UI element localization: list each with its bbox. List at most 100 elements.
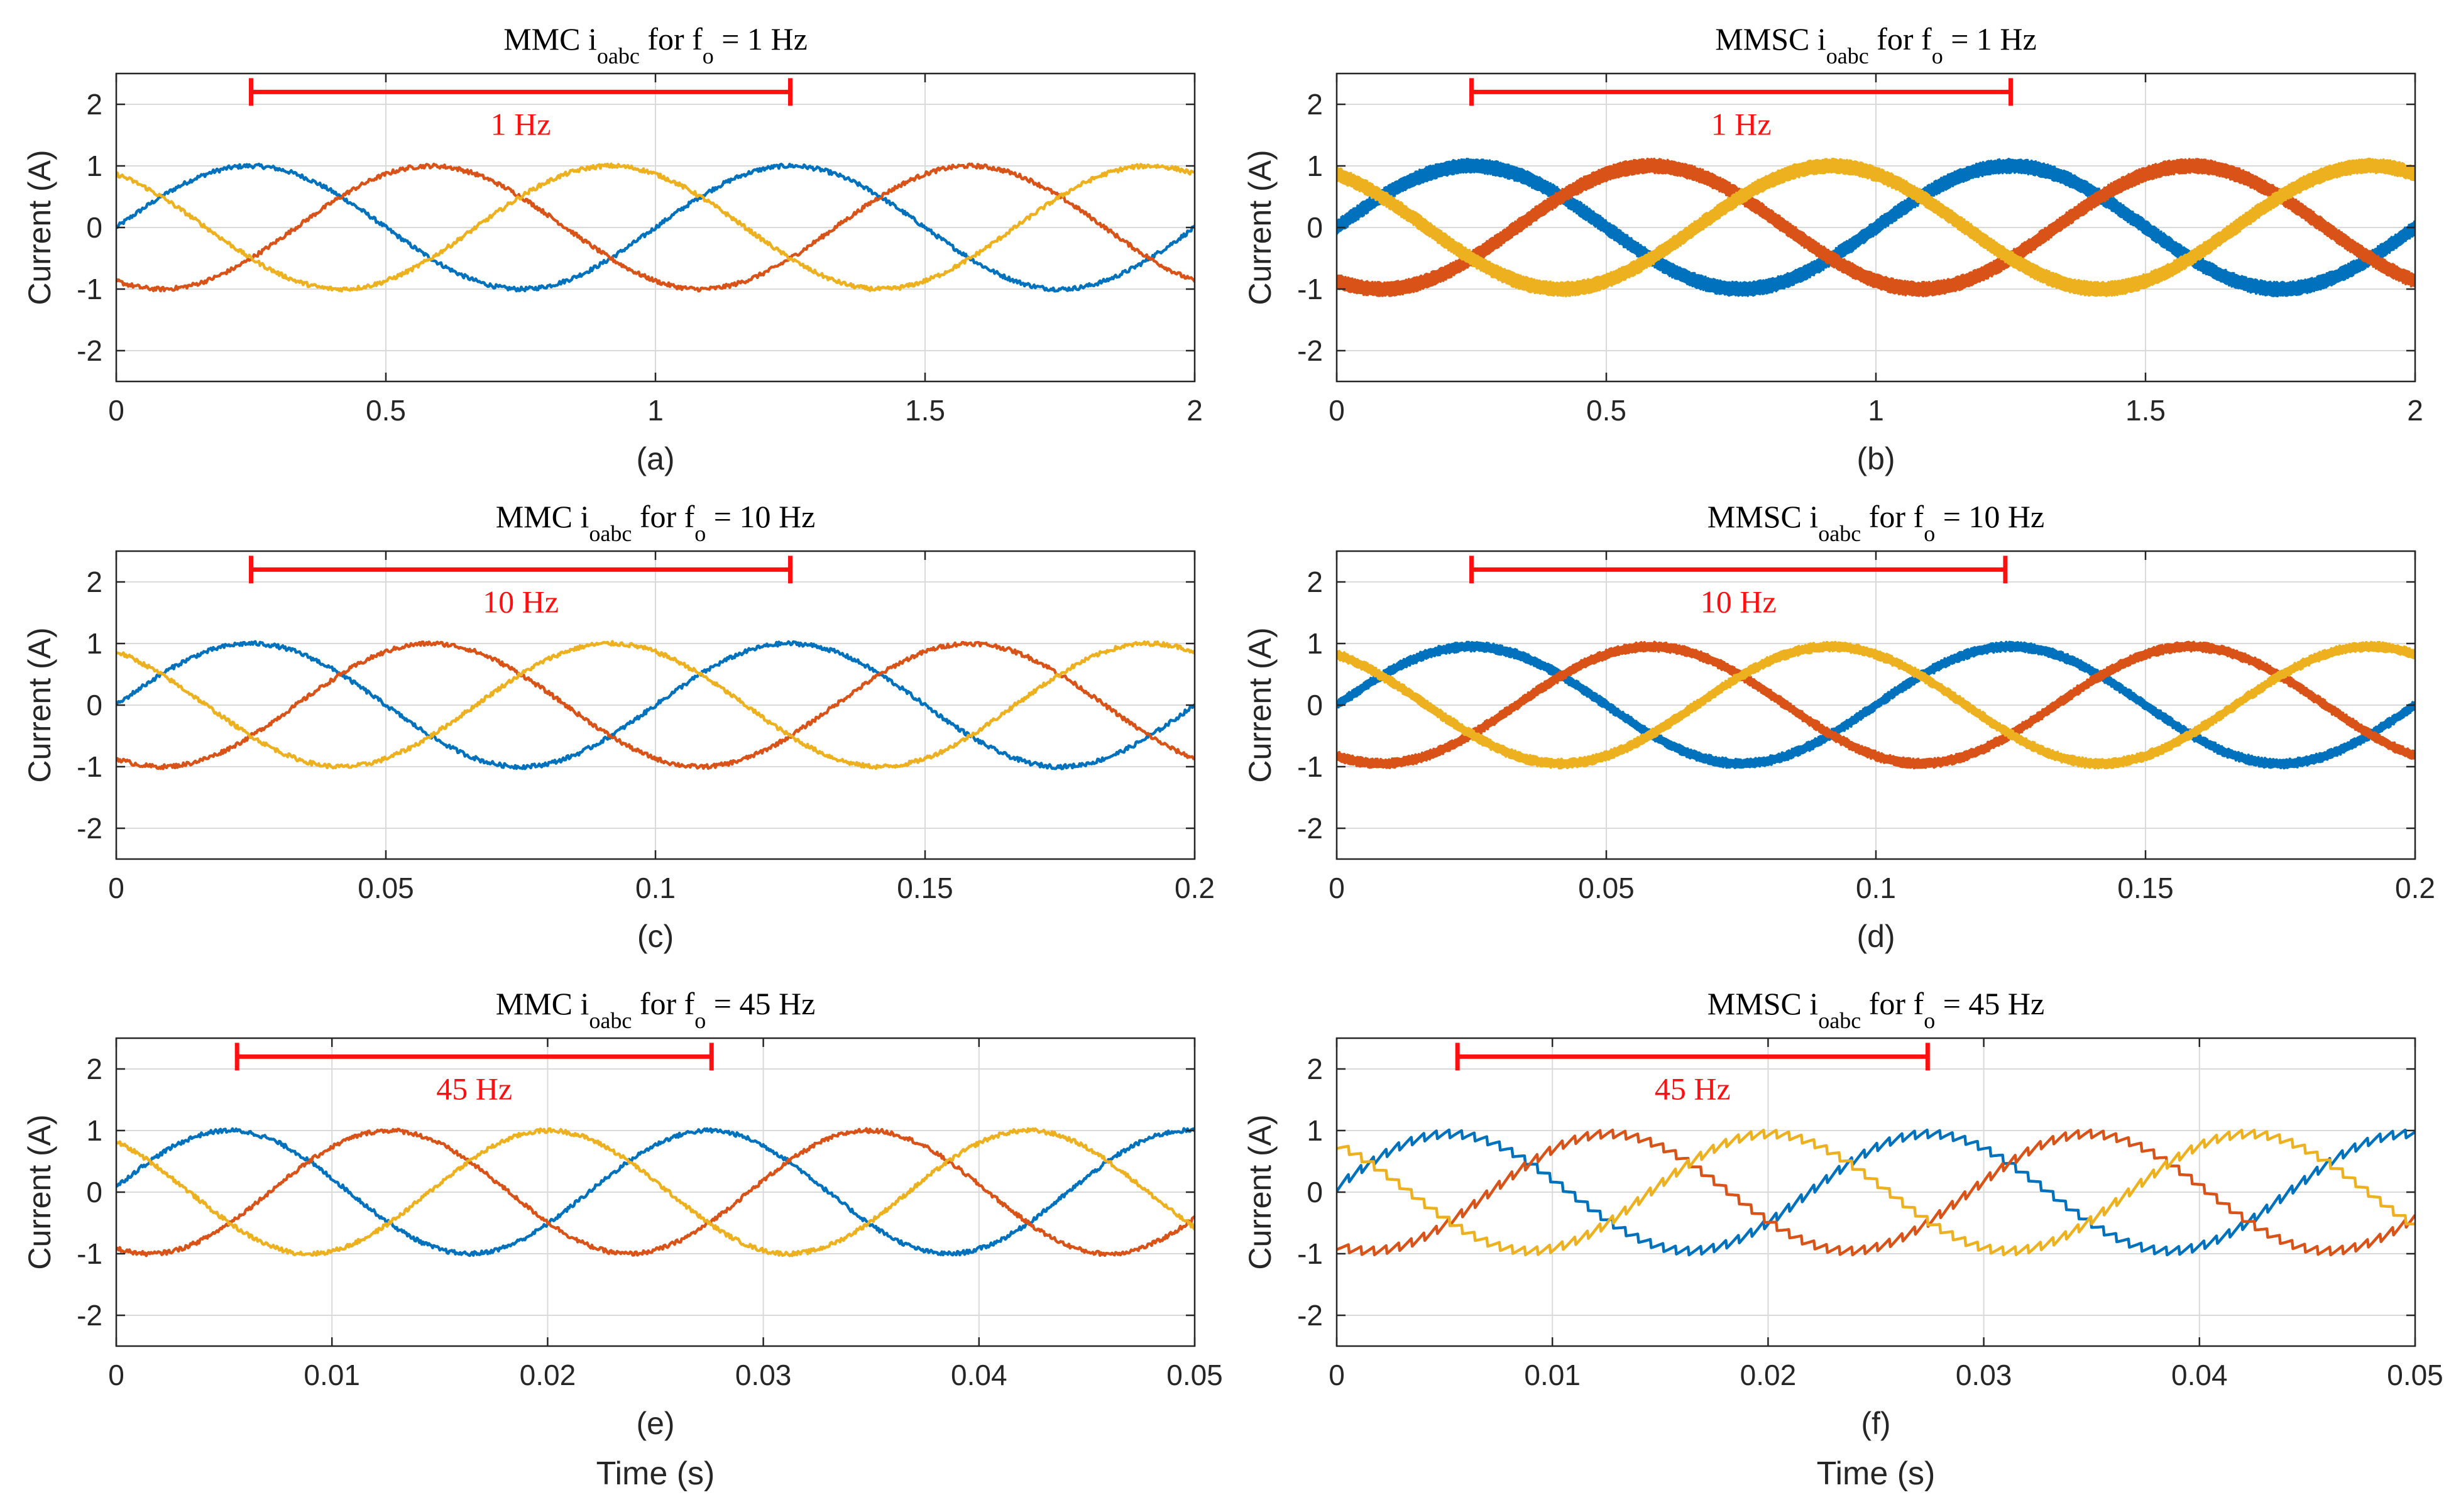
title-subscript: oabc <box>1818 1008 1861 1033</box>
series-line-i_c <box>116 1127 1195 1257</box>
series-line-i_b <box>116 162 1195 293</box>
title-text: for f <box>632 986 694 1021</box>
x-tick-label: 0.03 <box>735 1359 792 1391</box>
period-marker: 10 Hz <box>1469 556 2008 619</box>
y-tick-label: -1 <box>77 1237 102 1270</box>
marker-label: 10 Hz <box>1701 584 1777 619</box>
title-subscript: o <box>1932 43 1943 68</box>
y-tick-label: -1 <box>1297 750 1323 783</box>
title-text: for f <box>640 21 703 57</box>
x-tick-label: 0.2 <box>2395 872 2435 904</box>
y-tick-label: -1 <box>77 750 102 783</box>
x-tick-label: 0 <box>1329 872 1345 904</box>
series-line-i_b <box>1337 157 2415 298</box>
y-tick-label: 1 <box>1307 150 1323 182</box>
ticks: 0 0.05 0.1 0.15 0.2 -2 -1 0 1 2 <box>1297 551 2435 904</box>
series-line-i_b <box>1337 640 2415 770</box>
series-line-i_a <box>1337 158 2415 298</box>
series-line-i_a <box>1337 640 2415 770</box>
title-subscript: o <box>1924 521 1935 546</box>
ticks: 0 0.01 0.02 0.03 0.04 0.05 -2 -1 0 1 2 <box>77 1038 1223 1391</box>
title-text: for f <box>1861 499 1924 534</box>
y-tick-label: -2 <box>1297 1299 1323 1332</box>
x-axis-label: Time (s) <box>596 1455 715 1492</box>
y-tick-label: 0 <box>86 1176 102 1208</box>
title-text: for f <box>1869 21 1932 57</box>
y-tick-label: 1 <box>86 627 102 660</box>
x-tick-label: 1.5 <box>905 394 945 427</box>
series-line-i_c <box>1337 157 2415 298</box>
y-tick-label: 1 <box>1307 1114 1323 1147</box>
panel-title: MMSC ioabc for fo = 1 Hz <box>1715 21 2036 68</box>
title-text: MMSC i <box>1715 21 1826 57</box>
grid-lines <box>116 1038 1195 1346</box>
panel-c: 0 0.05 0.1 0.15 0.2 -2 -1 0 1 2 Current (A) MMC ioa… <box>22 499 1215 954</box>
title-subscript: oabc <box>1826 43 1869 68</box>
title-text: MMC i <box>496 499 589 534</box>
panel-b: 0 0.5 1 1.5 2 -2 -1 0 1 2 Current (A) MMSC ioabc fo… <box>1242 21 2423 476</box>
x-tick-label: 0 <box>108 872 124 904</box>
y-axis-label: Current (A) <box>1242 1114 1278 1269</box>
series-group <box>116 1127 1195 1257</box>
panel-label: (a) <box>636 441 674 476</box>
y-tick-label: 0 <box>1307 1176 1323 1208</box>
ticks: 0 0.5 1 1.5 2 -2 -1 0 1 2 <box>1297 74 2423 427</box>
panel-title: MMSC ioabc for fo = 10 Hz <box>1707 499 2044 546</box>
x-tick-label: 1 <box>1868 394 1884 427</box>
panel-a: 0 0.5 1 1.5 2 -2 -1 0 1 2 Current (A) MMC ioabc for… <box>22 21 1203 476</box>
panel-label: (c) <box>637 919 674 954</box>
x-tick-label: 0.02 <box>1740 1359 1797 1391</box>
panel-title: MMSC ioabc for fo = 45 Hz <box>1707 986 2044 1033</box>
marker-label: 45 Hz <box>1655 1071 1731 1106</box>
title-subscript: oabc <box>1818 521 1861 546</box>
series-line-i_b <box>116 640 1195 770</box>
x-tick-label: 0.05 <box>1166 1359 1223 1391</box>
y-tick-label: -1 <box>1297 273 1323 305</box>
period-marker: 1 Hz <box>1469 78 2013 141</box>
series-line-i_a <box>116 1127 1195 1257</box>
series-group <box>1337 640 2415 770</box>
ticks: 0 0.5 1 1.5 2 -2 -1 0 1 2 <box>77 74 1203 427</box>
x-tick-label: 0.15 <box>897 872 953 904</box>
title-text: = 10 Hz <box>706 499 815 534</box>
x-tick-label: 2 <box>2407 394 2423 427</box>
panel-label: (f) <box>1861 1406 1890 1441</box>
period-marker: 10 Hz <box>249 556 792 619</box>
x-tick-label: 0.01 <box>304 1359 360 1391</box>
ticks: 0 0.05 0.1 0.15 0.2 -2 -1 0 1 2 <box>77 551 1215 904</box>
title-text: = 45 Hz <box>706 986 815 1021</box>
y-tick-label: -2 <box>1297 334 1323 367</box>
panel-label: (b) <box>1856 441 1895 476</box>
grid-lines <box>1336 1038 2416 1346</box>
title-subscript: oabc <box>589 1008 632 1033</box>
title-subscript: oabc <box>597 43 640 68</box>
series-group <box>1337 1128 2415 1257</box>
y-tick-label: 2 <box>1307 566 1323 598</box>
x-axis-label: Time (s) <box>1817 1455 1936 1492</box>
x-tick-label: 0.5 <box>1586 394 1626 427</box>
x-tick-label: 0.1 <box>635 872 676 904</box>
x-tick-label: 0.05 <box>1578 872 1635 904</box>
series-line-i_b <box>1337 1128 2415 1257</box>
title-subscript: oabc <box>589 521 632 546</box>
y-tick-label: -2 <box>77 334 102 367</box>
marker-label: 10 Hz <box>483 584 559 619</box>
x-tick-label: 1.5 <box>2125 394 2166 427</box>
period-marker: 45 Hz <box>234 1043 714 1106</box>
x-tick-label: 0.03 <box>1956 1359 2012 1391</box>
x-tick-label: 0 <box>1329 1359 1345 1391</box>
x-tick-label: 0.1 <box>1856 872 1896 904</box>
period-marker: 1 Hz <box>249 78 792 141</box>
y-tick-label: -2 <box>77 812 102 845</box>
x-tick-label: 0.04 <box>2171 1359 2228 1391</box>
x-tick-label: 2 <box>1187 394 1203 427</box>
ticks: 0 0.01 0.02 0.03 0.04 0.05 -2 -1 0 1 2 <box>1297 1038 2443 1391</box>
title-text: MMSC i <box>1707 986 1818 1021</box>
y-axis-label: Current (A) <box>22 1114 57 1269</box>
title-text: MMC i <box>503 21 597 57</box>
x-tick-label: 0.05 <box>358 872 414 904</box>
y-tick-label: 0 <box>1307 689 1323 721</box>
y-tick-label: -1 <box>77 273 102 305</box>
